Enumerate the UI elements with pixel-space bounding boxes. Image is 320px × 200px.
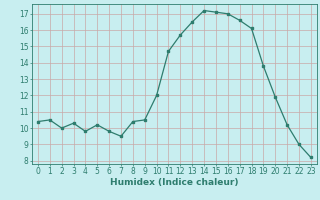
X-axis label: Humidex (Indice chaleur): Humidex (Indice chaleur) [110,178,239,187]
